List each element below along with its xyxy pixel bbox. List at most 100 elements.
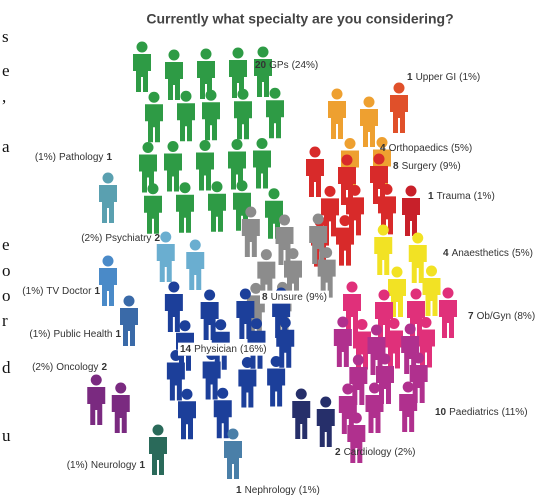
person-body (284, 260, 302, 299)
share-text: (2%) (394, 447, 415, 458)
icon-cluster (164, 281, 295, 440)
person-body (133, 54, 151, 92)
person-head (350, 412, 362, 424)
person-head (115, 382, 127, 394)
count-text: 1 (115, 329, 121, 340)
category-text: Nephrology (245, 485, 296, 496)
count-text: 2 (335, 447, 341, 458)
person-body (186, 252, 205, 290)
share-text: (1%) (22, 286, 43, 297)
person-body (176, 194, 194, 233)
person-head (377, 224, 389, 236)
person-body (374, 237, 393, 275)
person-body (333, 329, 352, 367)
count-text: 14 (180, 344, 192, 355)
count-text: 10 (435, 407, 447, 418)
person-head (241, 357, 253, 368)
side-text: o (2, 261, 11, 280)
person-head (251, 318, 262, 330)
person-body (165, 62, 183, 100)
count-text: 2 (101, 362, 107, 373)
icon-cluster (99, 255, 117, 306)
person-head (231, 139, 243, 150)
person-head (136, 41, 148, 53)
category-label: (1%) Pathology 1 (35, 152, 113, 163)
count-text: 1 (428, 191, 434, 202)
icon-cluster (87, 374, 130, 433)
icon-cluster (156, 231, 205, 290)
person-body (164, 153, 182, 192)
chart-title: Currently what specialty are you conside… (146, 11, 453, 27)
person-body (275, 227, 294, 265)
person-head (346, 281, 358, 293)
count-text: 4 (380, 143, 386, 154)
person-head (356, 319, 368, 330)
person-head (381, 183, 393, 195)
person-body (111, 395, 130, 433)
person-head (349, 184, 361, 196)
person-head (257, 46, 269, 58)
person-body (144, 195, 162, 234)
person-body (390, 95, 408, 133)
person-head (180, 90, 192, 102)
person-head (413, 352, 425, 364)
icon-cluster (402, 185, 420, 236)
person-body (316, 409, 335, 447)
category-text: Unsure (271, 292, 304, 303)
person-body (213, 400, 232, 439)
person-body (338, 167, 356, 205)
person-body (439, 300, 457, 338)
person-head (199, 140, 211, 151)
person-head (295, 388, 307, 400)
person-body (164, 294, 183, 332)
person-head (168, 281, 180, 293)
person-head (404, 323, 416, 335)
person-body (360, 109, 378, 147)
person-head (269, 87, 281, 99)
person-head (217, 387, 229, 399)
side-text: o (2, 286, 11, 305)
person-head (279, 317, 291, 329)
icon-cluster (224, 428, 242, 479)
person-head (363, 96, 375, 108)
person-head (376, 137, 388, 148)
person-body (376, 366, 394, 404)
person-body (236, 301, 255, 339)
icon-cluster (333, 316, 428, 463)
icon-cluster (374, 224, 441, 317)
person-head (388, 318, 400, 329)
person-head (324, 185, 336, 197)
share-text: (2%) (32, 362, 53, 373)
person-body (292, 401, 311, 439)
person-head (160, 231, 172, 243)
person-head (442, 287, 454, 299)
share-text: (1%) (35, 152, 56, 163)
person-head (236, 180, 248, 192)
person-body (401, 336, 420, 374)
category-label: 1 Trauma (1%) (428, 191, 495, 202)
person-head (379, 353, 391, 365)
person-head (371, 324, 382, 336)
share-text: (5%) (451, 143, 472, 154)
category-text: Physician (194, 344, 237, 355)
side-text: s (2, 27, 9, 46)
count-text: 1 (139, 460, 145, 471)
person-body (197, 61, 215, 99)
category-text: Upper GI (416, 72, 457, 83)
person-head (167, 141, 179, 152)
category-label: (2%) Oncology 2 (32, 362, 107, 373)
person-head (391, 266, 403, 278)
count-text: 1 (106, 152, 112, 163)
person-body (399, 394, 418, 432)
count-text: 2 (154, 233, 160, 244)
person-head (90, 374, 102, 386)
category-text: Public Health (54, 329, 113, 340)
share-text: (9%) (440, 161, 461, 172)
category-label: 2 Cardiology (2%) (335, 447, 416, 458)
side-text: r (2, 311, 8, 330)
person-body (178, 401, 196, 440)
category-label: 7 Ob/Gyn (8%) (468, 311, 535, 322)
person-body (402, 198, 420, 236)
person-head (312, 213, 324, 225)
person-head (342, 383, 354, 395)
